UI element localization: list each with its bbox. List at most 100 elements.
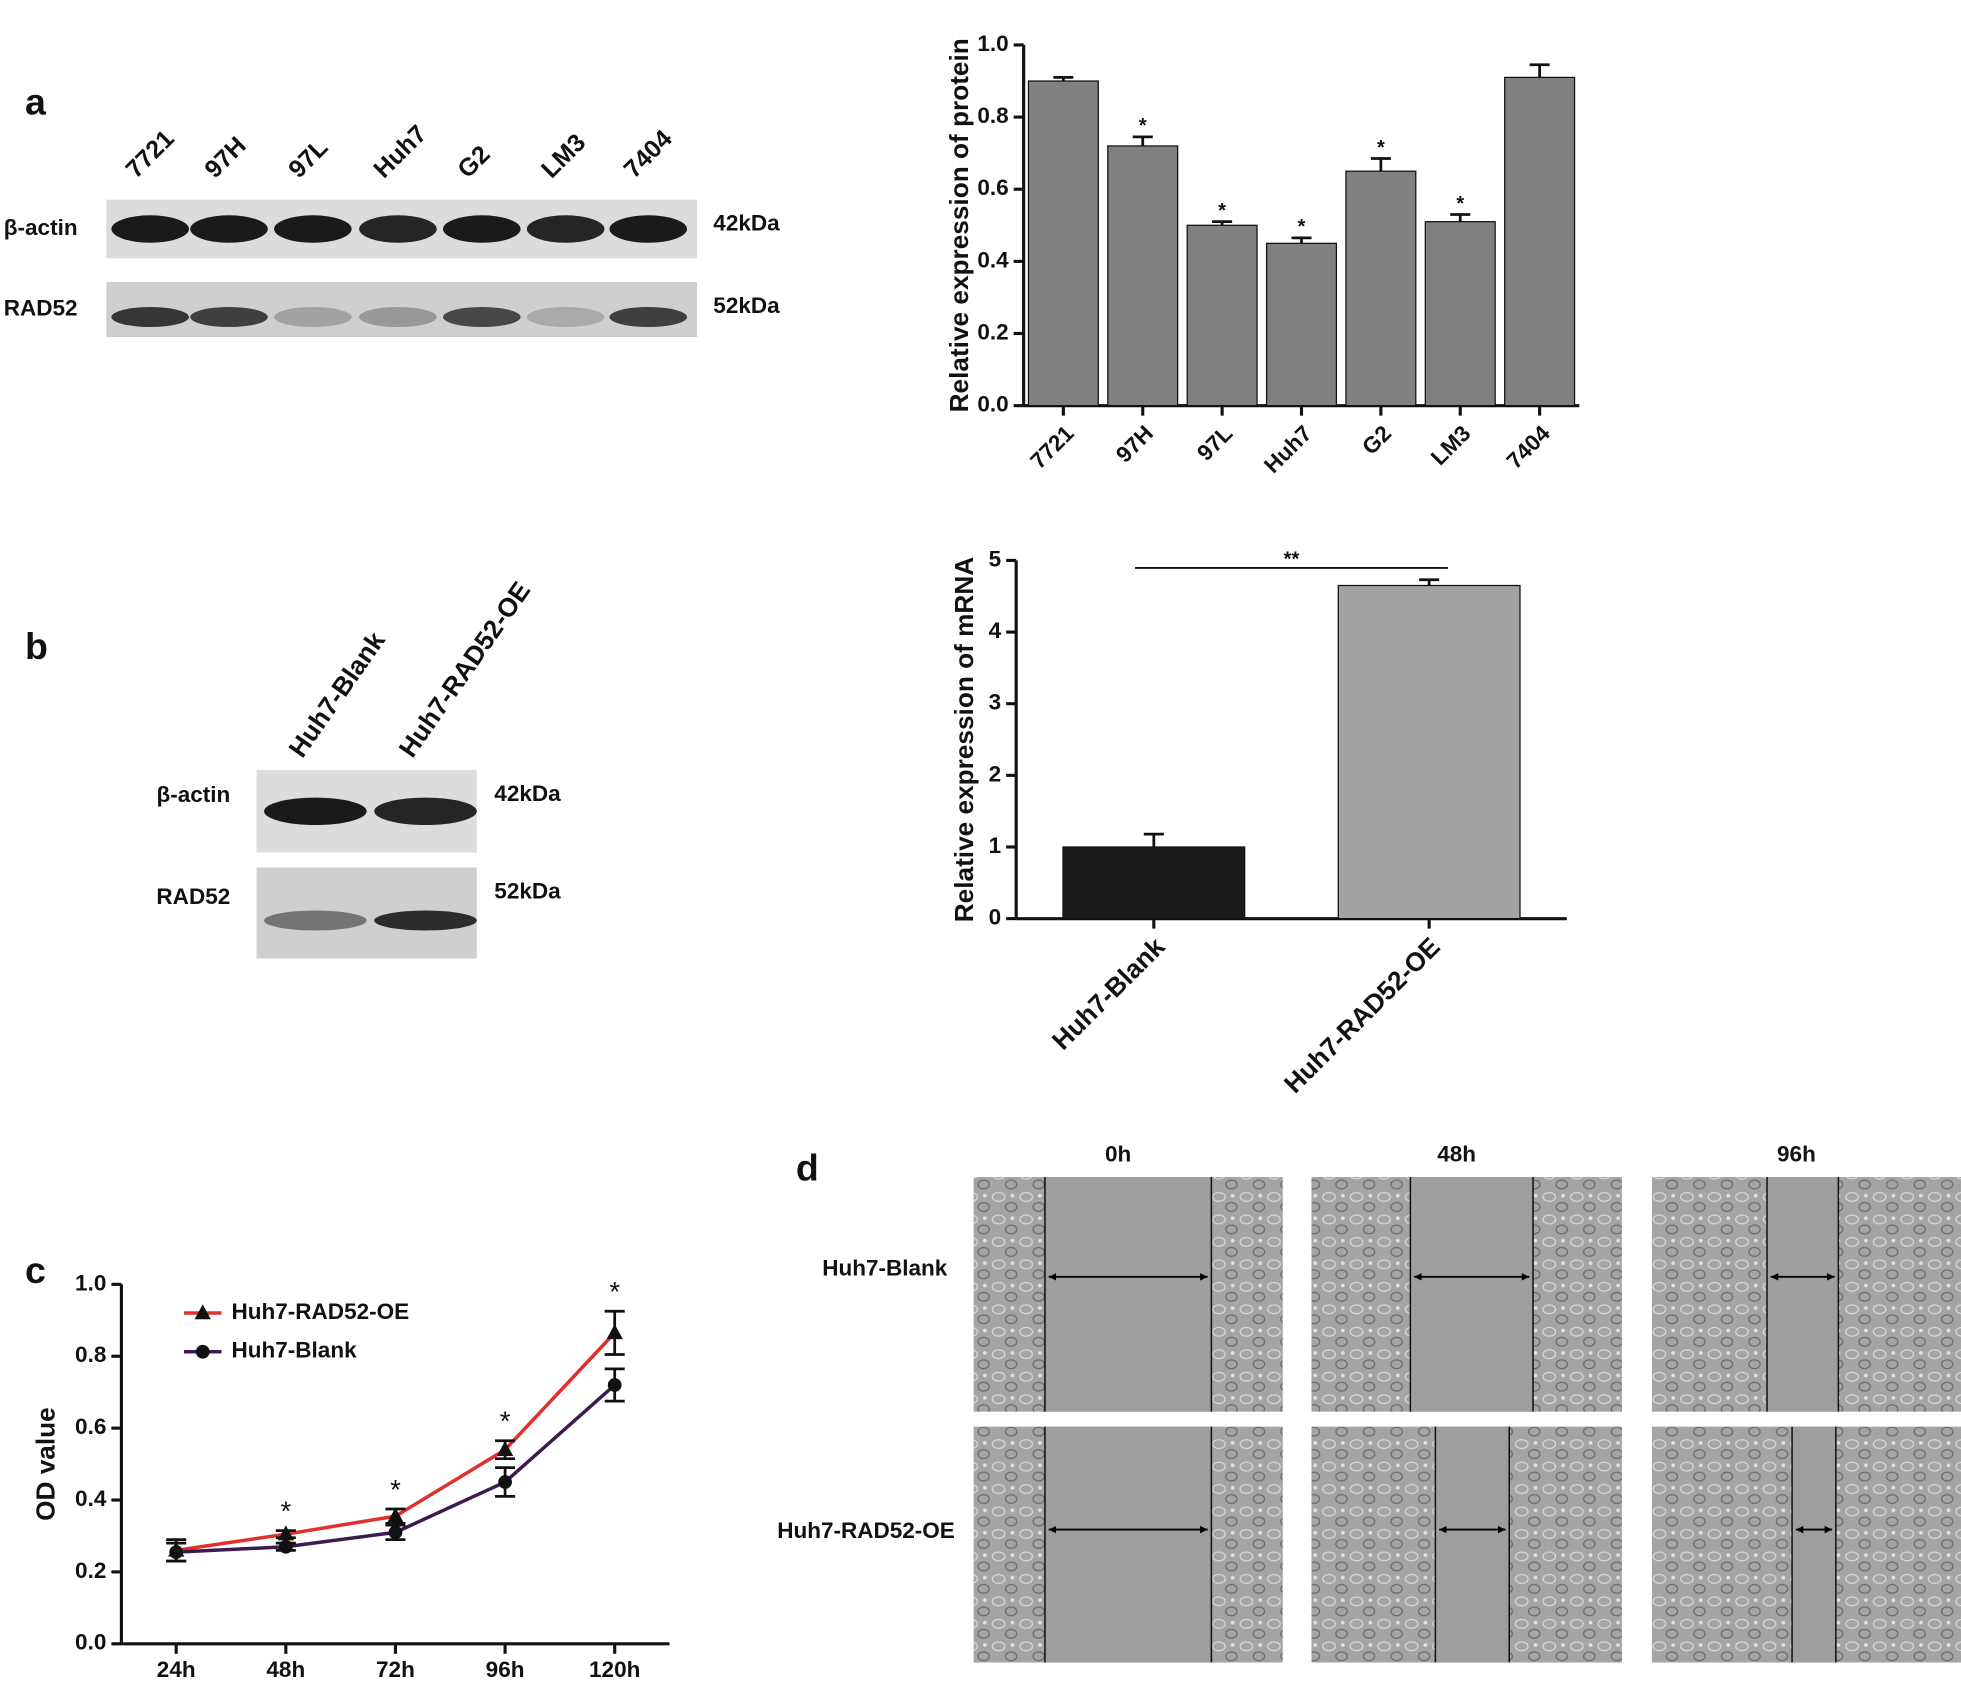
blot-band <box>264 797 367 826</box>
panel-label: d <box>796 1147 819 1189</box>
x-tick-label: 97H <box>1111 421 1158 468</box>
bar <box>1337 584 1521 920</box>
x-tick-label: 120h <box>589 1657 640 1682</box>
wound-area <box>1792 1426 1836 1663</box>
y-tick-label: 0 <box>989 905 1002 930</box>
x-tick-label: LM3 <box>1426 421 1476 470</box>
y-tick-label: 0.6 <box>977 175 1008 200</box>
blot-band <box>359 307 437 328</box>
marker <box>607 1378 622 1392</box>
blot-band <box>359 215 437 243</box>
bar <box>1107 145 1179 407</box>
bar <box>1062 846 1246 920</box>
row-label: Huh7-RAD52-OE <box>777 1518 955 1543</box>
blot-size-label: 52kDa <box>713 293 780 318</box>
blot-lane-label: LM3 <box>536 129 591 184</box>
x-tick-label: 24h <box>157 1657 196 1682</box>
y-tick-label: 0.8 <box>75 1342 106 1367</box>
marker <box>606 1324 623 1340</box>
blot-lane-label: 97L <box>283 133 333 183</box>
blot-lane-label: 7721 <box>120 125 179 184</box>
legend-label: Huh7-RAD52-OE <box>232 1299 410 1324</box>
x-tick-label: Huh7-Blank <box>1046 931 1171 1055</box>
marker <box>388 1525 403 1540</box>
significance-mark: * <box>390 1474 401 1505</box>
blot-row-label: RAD52 <box>4 295 78 320</box>
y-tick-label: 0.0 <box>977 392 1008 417</box>
blot-band <box>609 215 688 243</box>
marker <box>277 1525 294 1541</box>
blot-band <box>443 307 521 328</box>
y-tick-label: 0.2 <box>75 1558 106 1583</box>
x-tick-label: 48h <box>266 1657 305 1682</box>
y-tick-label: 1.0 <box>977 31 1008 56</box>
row-label: Huh7-Blank <box>822 1255 948 1280</box>
panel-label: a <box>25 81 47 123</box>
x-tick-label: 7404 <box>1502 420 1555 473</box>
blot-size-label: 42kDa <box>494 781 561 806</box>
bar <box>1027 80 1099 407</box>
marker <box>278 1539 293 1554</box>
x-tick-label: Huh7 <box>1259 421 1317 478</box>
y-tick-label: 2 <box>989 761 1002 786</box>
significance-mark: * <box>1456 193 1464 215</box>
significance-mark: * <box>500 1406 511 1437</box>
y-axis-label: Relative expression of protein <box>944 38 974 412</box>
panel-label: b <box>25 625 48 667</box>
blot-row-label: RAD52 <box>156 884 230 909</box>
y-tick-label: 4 <box>989 618 1002 643</box>
blot-row-label: β-actin <box>4 215 78 240</box>
blot-band <box>264 910 367 931</box>
blot-row-label: β-actin <box>156 782 230 807</box>
blot-band <box>609 307 688 328</box>
blot-band <box>111 307 189 328</box>
significance-mark: * <box>280 1495 291 1526</box>
blot-lane-label: 7404 <box>619 125 678 184</box>
bar <box>1424 221 1496 407</box>
legend-marker <box>194 1304 211 1320</box>
x-tick-label: Huh7-RAD52-OE <box>1278 932 1446 1099</box>
y-tick-label: 0.0 <box>75 1630 106 1655</box>
x-tick-label: G2 <box>1357 421 1396 460</box>
y-axis-label: Relative expression of mRNA <box>949 557 979 923</box>
x-tick-label: 97L <box>1192 420 1237 465</box>
blot-band <box>274 215 352 243</box>
blot-lane-label: Huh7-RAD52-OE <box>393 576 536 763</box>
blot-band <box>374 910 477 931</box>
column-label: 48h <box>1437 1142 1476 1167</box>
blot-size-label: 52kDa <box>494 878 561 903</box>
column-label: 96h <box>1777 1142 1816 1167</box>
bar <box>1265 242 1338 407</box>
blot-size-label: 42kDa <box>713 211 780 236</box>
marker <box>387 1507 404 1523</box>
x-tick-label: 72h <box>376 1657 415 1682</box>
x-tick-label: 7721 <box>1025 421 1078 474</box>
blot-lane-label: G2 <box>452 140 495 183</box>
wound-area <box>1044 1426 1212 1663</box>
blot-band <box>111 215 189 243</box>
legend-label: Huh7-Blank <box>232 1338 358 1363</box>
wound-area <box>1410 1177 1534 1412</box>
marker <box>169 1545 184 1560</box>
legend-marker <box>195 1344 210 1359</box>
y-tick-label: 3 <box>989 690 1002 715</box>
y-tick-label: 1.0 <box>75 1270 106 1295</box>
wound-area <box>1435 1426 1510 1663</box>
blot-lane-label: Huh7-Blank <box>283 626 392 763</box>
blot-lane-label: Huh7 <box>368 120 432 184</box>
column-label: 0h <box>1105 1142 1131 1167</box>
blot-lane-label: 97H <box>199 131 251 183</box>
bar <box>1345 170 1417 407</box>
blot-band <box>190 307 268 328</box>
y-tick-label: 0.6 <box>75 1414 106 1439</box>
y-tick-label: 0.4 <box>977 247 1009 272</box>
bar <box>1504 76 1576 407</box>
blot-band <box>526 215 605 243</box>
blot-band <box>374 797 477 826</box>
y-tick-label: 5 <box>989 546 1002 571</box>
blot-band <box>526 307 605 328</box>
marker <box>496 1440 514 1456</box>
wound-area <box>1767 1177 1839 1412</box>
y-axis-label: OD value <box>30 1407 60 1521</box>
